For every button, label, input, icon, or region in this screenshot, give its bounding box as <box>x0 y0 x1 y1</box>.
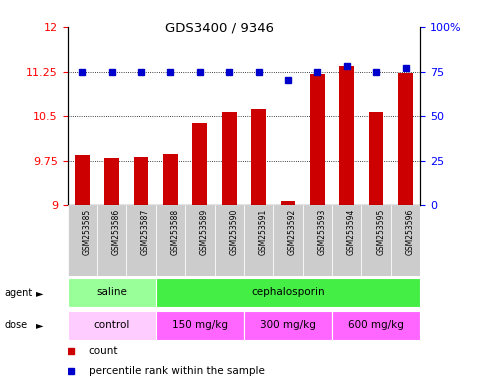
Text: saline: saline <box>96 287 127 297</box>
Text: GSM253592: GSM253592 <box>288 209 297 255</box>
Bar <box>398 73 413 205</box>
Text: percentile rank within the sample: percentile rank within the sample <box>89 366 265 376</box>
Bar <box>332 205 361 276</box>
Bar <box>273 205 303 276</box>
Bar <box>361 205 391 276</box>
Text: GSM253591: GSM253591 <box>258 209 268 255</box>
Bar <box>340 66 354 205</box>
Bar <box>156 311 244 340</box>
Bar <box>244 205 273 276</box>
Text: 300 mg/kg: 300 mg/kg <box>260 320 316 330</box>
Text: ►: ► <box>36 320 44 331</box>
Bar <box>68 278 156 308</box>
Text: GSM253590: GSM253590 <box>229 209 238 255</box>
Bar <box>97 205 127 276</box>
Bar <box>134 157 148 205</box>
Text: GSM253588: GSM253588 <box>170 209 180 255</box>
Text: dose: dose <box>5 320 28 331</box>
Bar <box>75 155 90 205</box>
Bar <box>310 74 325 205</box>
Text: GSM253589: GSM253589 <box>200 209 209 255</box>
Bar <box>68 205 97 276</box>
Bar <box>156 205 185 276</box>
Bar <box>163 154 178 205</box>
Text: GSM253593: GSM253593 <box>317 209 327 255</box>
Text: GSM253587: GSM253587 <box>141 209 150 255</box>
Text: 600 mg/kg: 600 mg/kg <box>348 320 404 330</box>
Text: GSM253586: GSM253586 <box>112 209 121 255</box>
Text: GSM253594: GSM253594 <box>347 209 356 255</box>
Bar <box>68 311 156 340</box>
Text: GDS3400 / 9346: GDS3400 / 9346 <box>165 21 274 34</box>
Text: GSM253595: GSM253595 <box>376 209 385 255</box>
Text: 150 mg/kg: 150 mg/kg <box>172 320 228 330</box>
Text: ►: ► <box>36 288 44 298</box>
Text: control: control <box>94 320 130 330</box>
Bar <box>193 123 207 205</box>
Bar <box>391 205 420 276</box>
Bar <box>332 311 420 340</box>
Bar <box>303 205 332 276</box>
Bar <box>127 205 156 276</box>
Text: GSM253596: GSM253596 <box>406 209 414 255</box>
Bar <box>185 205 214 276</box>
Bar <box>281 201 295 205</box>
Text: count: count <box>89 346 118 356</box>
Bar <box>214 205 244 276</box>
Text: agent: agent <box>5 288 33 298</box>
Bar <box>104 158 119 205</box>
Bar <box>244 311 332 340</box>
Bar <box>156 278 420 308</box>
Text: cephalosporin: cephalosporin <box>251 287 325 297</box>
Bar <box>369 112 384 205</box>
Text: GSM253585: GSM253585 <box>82 209 91 255</box>
Bar <box>251 109 266 205</box>
Bar <box>222 112 237 205</box>
